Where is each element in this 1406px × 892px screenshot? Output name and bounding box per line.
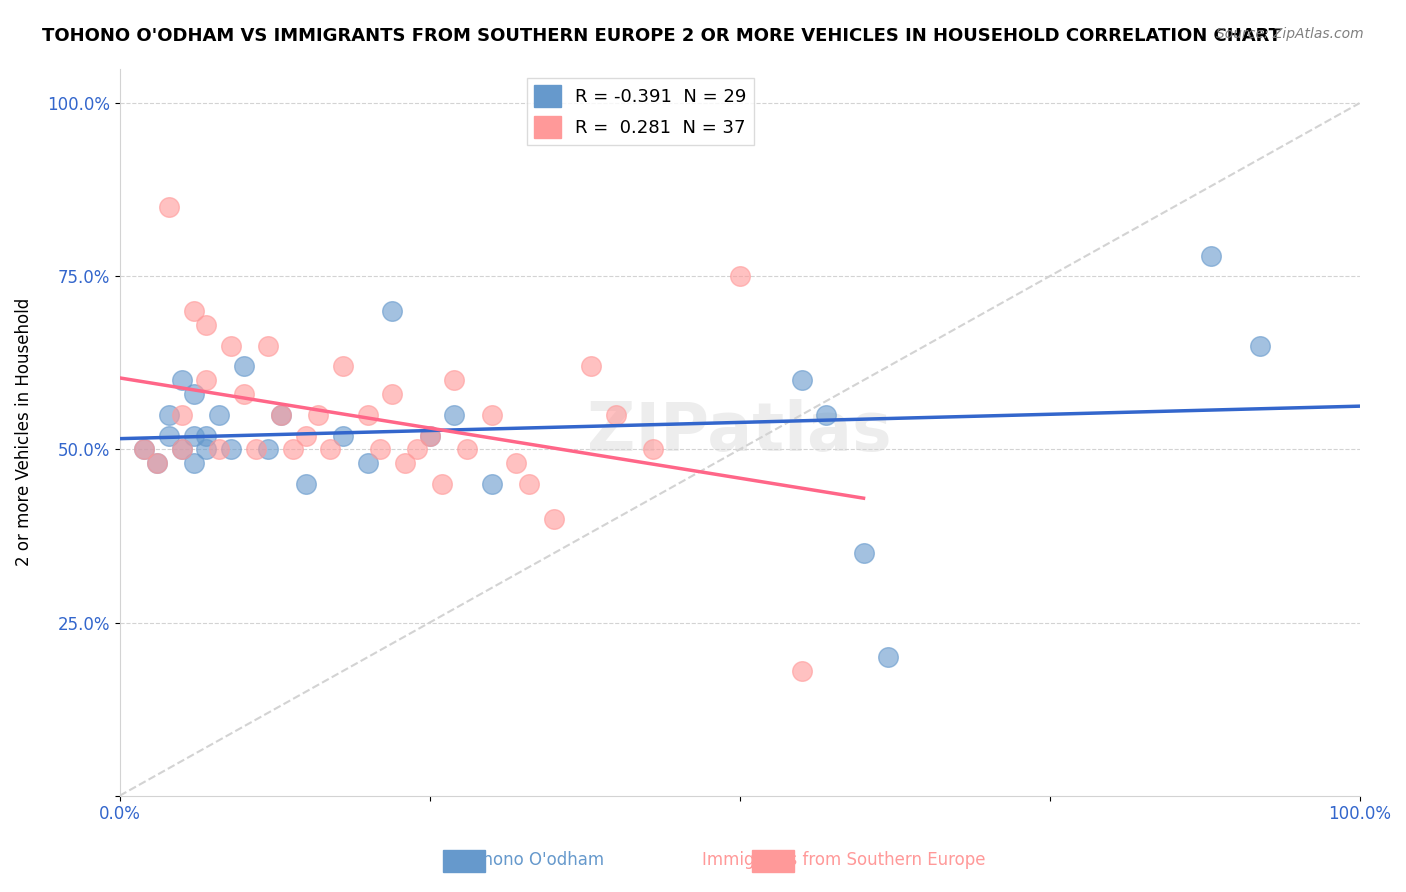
Point xyxy=(456,442,478,457)
Point xyxy=(257,338,280,352)
Point xyxy=(183,387,205,401)
Point xyxy=(332,428,354,442)
Point xyxy=(790,664,813,678)
Point xyxy=(195,318,218,332)
Point xyxy=(232,359,254,374)
Point xyxy=(170,373,193,387)
Point xyxy=(1199,248,1222,262)
Text: ZIPatlas: ZIPatlas xyxy=(588,399,891,465)
Legend: R = -0.391  N = 29, R =  0.281  N = 37: R = -0.391 N = 29, R = 0.281 N = 37 xyxy=(527,78,754,145)
Point xyxy=(728,269,751,284)
Point xyxy=(294,477,316,491)
Point xyxy=(270,408,292,422)
Text: Source: ZipAtlas.com: Source: ZipAtlas.com xyxy=(1216,27,1364,41)
Point xyxy=(356,408,378,422)
Point xyxy=(170,442,193,457)
Text: TOHONO O'ODHAM VS IMMIGRANTS FROM SOUTHERN EUROPE 2 OR MORE VEHICLES IN HOUSEHOL: TOHONO O'ODHAM VS IMMIGRANTS FROM SOUTHE… xyxy=(42,27,1281,45)
Text: Immigrants from Southern Europe: Immigrants from Southern Europe xyxy=(702,851,986,869)
Point xyxy=(294,428,316,442)
Point xyxy=(381,304,404,318)
Point xyxy=(505,456,527,470)
Point xyxy=(481,408,503,422)
Point xyxy=(170,408,193,422)
Point xyxy=(419,428,441,442)
Point xyxy=(245,442,267,457)
Point xyxy=(368,442,391,457)
Point xyxy=(157,408,180,422)
Point xyxy=(170,442,193,457)
Point xyxy=(183,456,205,470)
Point xyxy=(605,408,627,422)
Point xyxy=(183,304,205,318)
Point xyxy=(134,442,156,457)
Point xyxy=(790,373,813,387)
Point xyxy=(219,442,242,457)
Point xyxy=(157,200,180,214)
Point xyxy=(517,477,540,491)
Point xyxy=(332,359,354,374)
Point xyxy=(307,408,329,422)
Point xyxy=(195,442,218,457)
Point xyxy=(283,442,305,457)
Point xyxy=(1249,338,1271,352)
Point xyxy=(394,456,416,470)
Point xyxy=(443,373,465,387)
Point xyxy=(579,359,602,374)
Point xyxy=(146,456,169,470)
Point xyxy=(195,428,218,442)
Text: Tohono O'odham: Tohono O'odham xyxy=(465,851,603,869)
Point xyxy=(815,408,838,422)
Point xyxy=(443,408,465,422)
Point xyxy=(319,442,342,457)
Y-axis label: 2 or more Vehicles in Household: 2 or more Vehicles in Household xyxy=(15,298,32,566)
Point xyxy=(406,442,429,457)
Point xyxy=(208,408,231,422)
Point xyxy=(877,650,900,665)
Point xyxy=(257,442,280,457)
Point xyxy=(232,387,254,401)
Point xyxy=(146,456,169,470)
Point xyxy=(481,477,503,491)
Point xyxy=(641,442,664,457)
Point xyxy=(183,428,205,442)
Point xyxy=(852,546,875,560)
Point xyxy=(381,387,404,401)
Point xyxy=(208,442,231,457)
Point xyxy=(195,373,218,387)
Point xyxy=(419,428,441,442)
Point xyxy=(219,338,242,352)
Point xyxy=(157,428,180,442)
Point xyxy=(356,456,378,470)
Point xyxy=(270,408,292,422)
Point xyxy=(430,477,453,491)
Point xyxy=(134,442,156,457)
Point xyxy=(543,512,565,526)
